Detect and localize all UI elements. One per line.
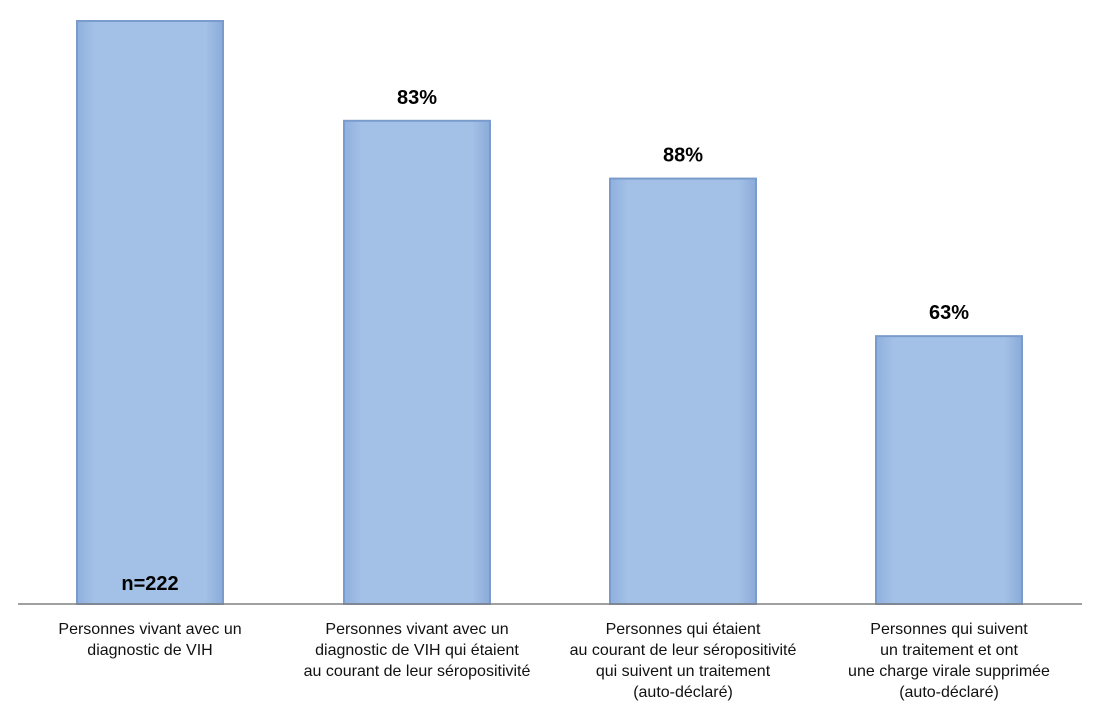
category-label-line: Personnes vivant avec un <box>325 621 508 638</box>
category-label-line: au courant de leur séropositivité <box>570 642 797 659</box>
category-label-line: Personnes qui suivent <box>870 621 1028 638</box>
category-label-line: Personnes qui étaient <box>606 621 761 638</box>
category-label-3: Personnes qui étaient au courant de leur … <box>570 621 797 701</box>
category-label-line: (auto-déclaré) <box>633 684 733 701</box>
category-label-line: un traitement et ont <box>880 642 1018 659</box>
category-label-line: (auto-déclaré) <box>899 684 999 701</box>
category-label-line: une charge virale supprimée <box>848 663 1050 680</box>
bars-layer <box>76 20 1023 606</box>
bar-4 <box>875 335 1023 605</box>
category-label-line: diagnostic de VIH <box>87 642 212 659</box>
category-label-line: diagnostic de VIH qui étaient <box>315 642 519 659</box>
data-label-2: 83% <box>397 87 437 109</box>
data-label-3: 88% <box>663 145 703 167</box>
category-label-line: au courant de leur séropositivité <box>304 663 531 680</box>
category-label-4: Personnes qui suivent un traitement et on… <box>848 621 1050 701</box>
labels-layer: Personnes vivant avec un diagnostic de VI… <box>58 87 1050 701</box>
category-label-line: Personnes vivant avec un <box>58 621 241 638</box>
bar-2 <box>343 119 491 606</box>
category-label-line: qui suivent un traitement <box>596 663 771 680</box>
category-label-2: Personnes vivant avec un diagnostic de VI… <box>304 621 531 680</box>
data-label-4: 63% <box>929 302 969 324</box>
bar-1 <box>76 20 224 605</box>
bar-3 <box>609 177 757 605</box>
category-label-1: Personnes vivant avec un diagnostic de VI… <box>58 621 241 659</box>
sample-size-annotation: n=222 <box>121 573 178 595</box>
